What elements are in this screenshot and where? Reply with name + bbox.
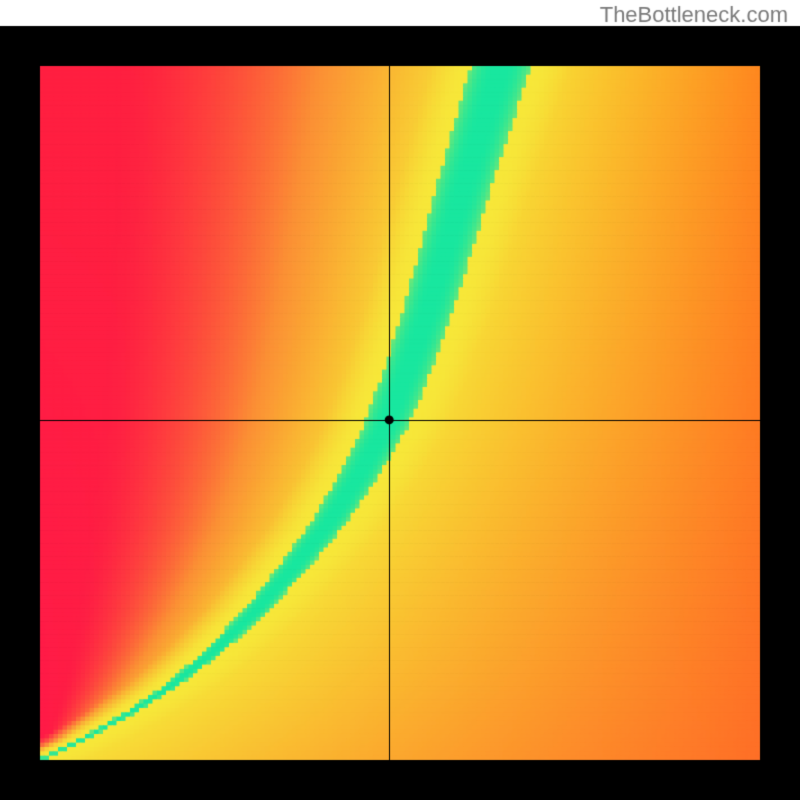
bottleneck-heatmap [0,0,800,800]
